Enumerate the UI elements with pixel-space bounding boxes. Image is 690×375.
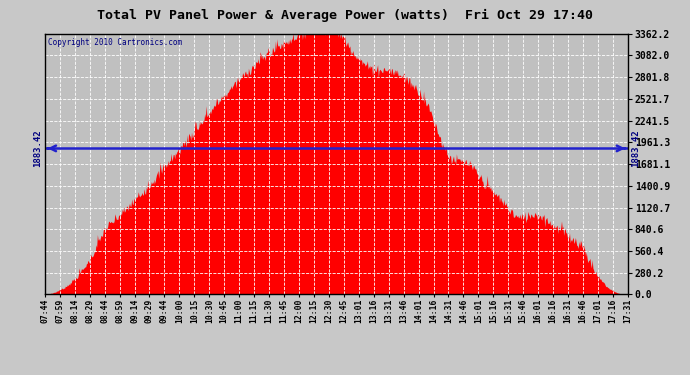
Text: Copyright 2010 Cartronics.com: Copyright 2010 Cartronics.com <box>48 38 182 46</box>
Text: Total PV Panel Power & Average Power (watts)  Fri Oct 29 17:40: Total PV Panel Power & Average Power (wa… <box>97 9 593 22</box>
Text: 1883.42: 1883.42 <box>33 130 43 167</box>
Text: 1883.42: 1883.42 <box>631 130 640 167</box>
